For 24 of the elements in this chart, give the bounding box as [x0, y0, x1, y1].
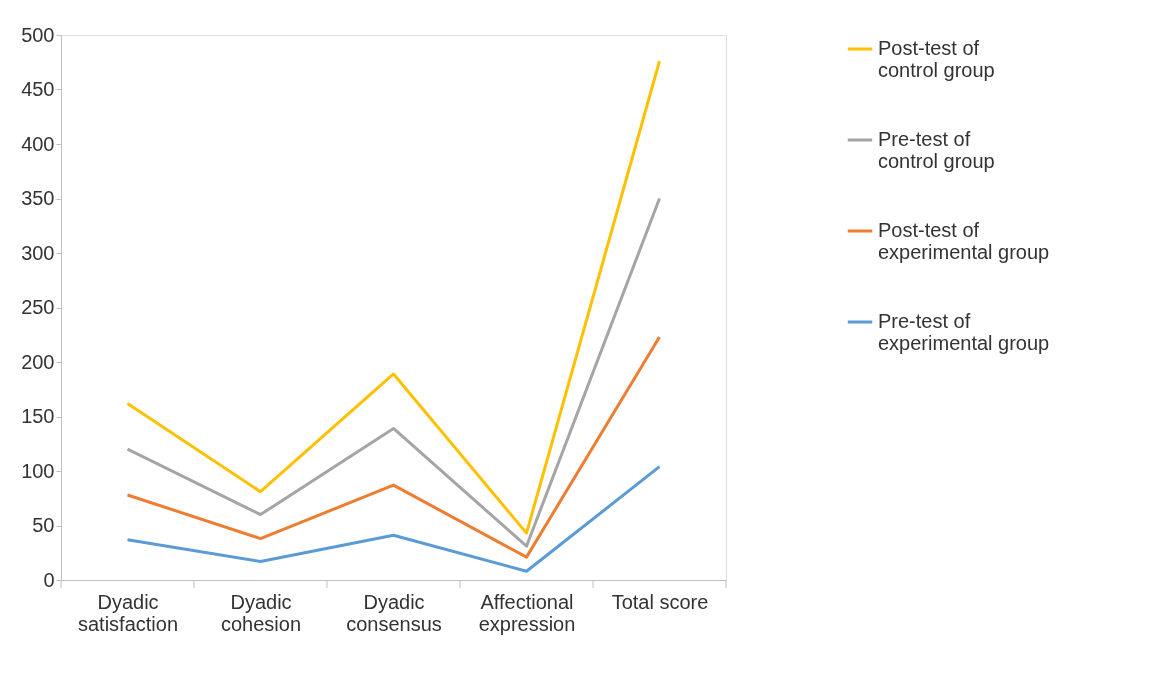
y-tick-label: 0: [43, 568, 55, 591]
y-tick-label: 50: [32, 514, 55, 536]
legend-label: Post-test of control group: [878, 37, 995, 81]
line-series: [126, 465, 661, 573]
y-tick-label: 450: [21, 78, 55, 100]
x-tick-label: Dyadic satisfaction: [77, 590, 179, 635]
y-tick-label: 250: [21, 296, 55, 318]
x-tick-label: Affectional expression: [478, 590, 576, 635]
legend-label: Pre-test of experimental group: [878, 310, 1050, 354]
line-series: [126, 197, 661, 548]
line-series: [126, 59, 661, 535]
legend-label: Post-test of experimental group: [878, 219, 1050, 263]
line-series: [126, 335, 661, 559]
x-tick-label: Dyadic cohesion: [220, 590, 302, 635]
legend-label: Pre-test of control group: [878, 128, 995, 172]
x-tick-label: Dyadic consensus: [346, 590, 442, 635]
y-tick-label: 100: [21, 459, 55, 482]
y-tick-label: 300: [21, 241, 55, 264]
y-tick-label: 200: [21, 350, 55, 373]
y-tick-label: 350: [21, 187, 55, 209]
y-tick-label: 500: [21, 23, 55, 46]
y-tick-label: 150: [21, 405, 55, 427]
x-tick-label: Total score: [611, 590, 709, 613]
y-tick-label: 400: [21, 132, 55, 155]
